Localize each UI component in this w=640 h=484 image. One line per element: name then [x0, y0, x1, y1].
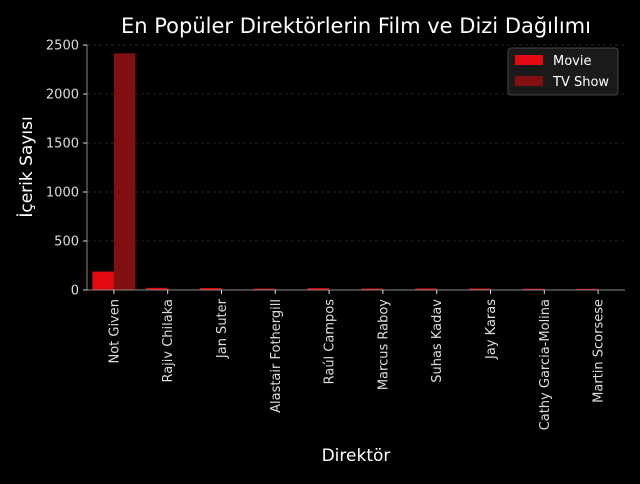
x-tick-label: Raúl Campos [323, 299, 338, 385]
y-ticks: 0 500 1000 1500 2000 2500 [46, 39, 87, 299]
y-axis-label: İçerik Sayısı [16, 116, 37, 217]
y-tick-label: 500 [54, 235, 79, 250]
legend-label-movie: Movie [553, 54, 591, 69]
y-tick-label: 0 [71, 284, 79, 299]
x-tick-label: Suhas Kadav [430, 299, 445, 383]
x-tick-label: Alastair Fothergill [269, 299, 284, 413]
x-tick-label: Jay Karas [484, 299, 499, 360]
x-tick-label: Cathy Garcia-Molina [538, 299, 553, 430]
y-tick-label: 1000 [46, 186, 79, 201]
chart-title: En Popüler Direktörlerin Film ve Dizi Da… [121, 14, 591, 38]
y-tick-label: 1500 [46, 137, 79, 152]
legend-swatch-tv-show [515, 76, 543, 86]
x-tick-label: Jan Suter [215, 298, 230, 359]
bar-tv-show [114, 53, 136, 290]
x-tick-label: Rajiv Chilaka [161, 299, 176, 383]
x-axis-label: Direktör [322, 446, 391, 466]
legend: Movie TV Show [508, 48, 618, 95]
legend-swatch-movie [515, 55, 543, 65]
x-tick-label: Martin Scorsese [592, 299, 607, 403]
bar-movie [92, 272, 114, 290]
x-tick-label: Marcus Raboy [376, 299, 391, 390]
y-tick-label: 2000 [46, 88, 79, 103]
x-tick-label: Not Given [107, 299, 122, 364]
legend-label-tv-show: TV Show [552, 75, 609, 90]
x-ticks: Not Given Rajiv Chilaka Jan Suter Alastair … [107, 290, 606, 430]
y-tick-label: 2500 [46, 39, 79, 54]
